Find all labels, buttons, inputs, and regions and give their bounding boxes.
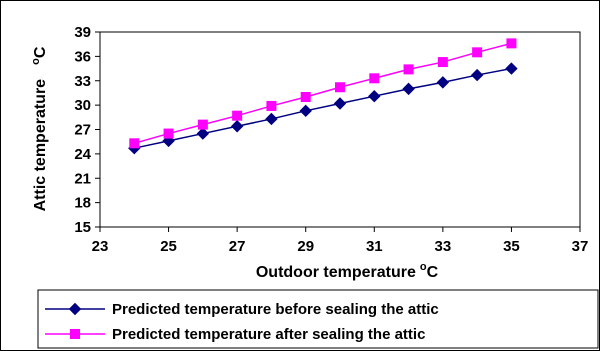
series-layer xyxy=(128,38,518,155)
data-point-diamond xyxy=(299,104,312,118)
x-tick-label: 35 xyxy=(503,238,520,255)
data-point-square xyxy=(232,110,243,121)
x-axis-unit-degree: o xyxy=(420,261,427,273)
data-point-square xyxy=(437,57,448,68)
legend-item-2: Predicted temperature after sealing the … xyxy=(45,326,425,343)
x-axis: 23 25 27 29 31 33 35 37 xyxy=(92,227,589,255)
data-point-square xyxy=(129,138,140,149)
x-tick-label: 25 xyxy=(160,238,177,255)
x-tick-label: 29 xyxy=(297,238,314,255)
x-axis-unit-letter: C xyxy=(427,264,439,281)
series-2 xyxy=(129,38,517,149)
data-point-square xyxy=(472,47,483,58)
legend-label: Predicted temperature before sealing the… xyxy=(112,301,439,318)
data-point-diamond xyxy=(333,97,347,110)
data-point-square xyxy=(506,38,517,49)
legend-box xyxy=(37,289,599,349)
data-point-diamond xyxy=(230,120,244,133)
legend-label: Predicted temperature after sealing the … xyxy=(112,326,425,343)
y-tick-label: 24 xyxy=(74,146,91,163)
data-point-diamond xyxy=(470,68,484,82)
data-point-square xyxy=(335,82,345,93)
y-tick-label: 27 xyxy=(74,122,91,139)
y-axis-label: Attic temperature xyxy=(32,79,49,212)
plot-area xyxy=(99,31,581,228)
data-point-square xyxy=(266,100,277,111)
data-point-diamond xyxy=(68,302,82,316)
x-axis-label: Outdoor temperature xyxy=(256,264,416,281)
data-point-square xyxy=(403,64,414,75)
data-point-diamond xyxy=(436,76,450,89)
y-tick-label: 18 xyxy=(74,195,91,212)
y-tick-label: 15 xyxy=(74,219,91,236)
data-point-diamond xyxy=(265,112,278,126)
x-tick-label: 37 xyxy=(572,238,589,255)
y-axis: 15 18 21 24 27 30 33 36 39 xyxy=(74,24,100,236)
x-tick-label: 33 xyxy=(435,238,452,255)
y-axis-unit-degree: o xyxy=(30,58,42,65)
legend-item-1: Predicted temperature before sealing the… xyxy=(45,301,439,318)
data-point-square xyxy=(70,329,80,339)
y-tick-label: 33 xyxy=(74,73,91,90)
data-point-diamond xyxy=(505,62,518,75)
series-line xyxy=(134,67,512,149)
data-point-square xyxy=(369,73,380,84)
x-tick-label: 23 xyxy=(92,238,109,255)
data-point-square xyxy=(300,92,311,102)
y-tick-label: 21 xyxy=(74,170,91,187)
data-point-diamond xyxy=(402,82,415,96)
legend: Predicted temperature before sealing the… xyxy=(45,301,439,343)
y-tick-label: 39 xyxy=(74,24,91,41)
x-tick-label: 31 xyxy=(366,238,383,255)
series-line xyxy=(134,42,512,145)
x-tick-label: 27 xyxy=(229,238,246,255)
data-point-diamond xyxy=(368,89,381,103)
y-tick-label: 36 xyxy=(74,48,91,65)
data-point-square xyxy=(163,128,174,139)
data-point-diamond xyxy=(196,127,210,140)
y-axis-unit-letter: C xyxy=(32,46,49,58)
data-point-square xyxy=(197,119,208,130)
y-axis-title: Attic temperature oC xyxy=(30,46,49,211)
x-axis-title: Outdoor temperature oC xyxy=(256,261,439,281)
series-1 xyxy=(128,62,518,155)
y-tick-label: 30 xyxy=(74,97,91,114)
